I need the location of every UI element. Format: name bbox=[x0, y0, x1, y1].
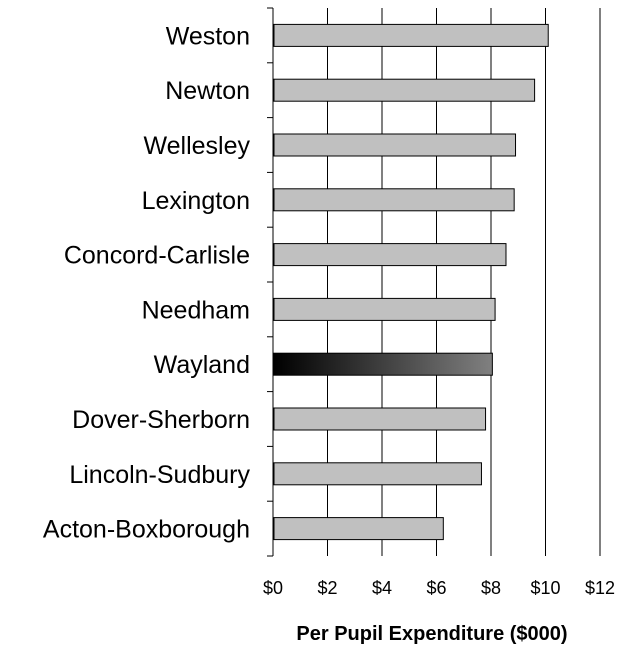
x-tick-label-1: $2 bbox=[317, 578, 337, 598]
category-label-needham: Needham bbox=[142, 296, 250, 324]
bar-dover-sherborn bbox=[273, 407, 487, 431]
bar-newton bbox=[273, 78, 536, 102]
category-label-newton: Newton bbox=[165, 77, 250, 105]
bars bbox=[273, 23, 549, 541]
category-label-wellesley: Wellesley bbox=[143, 132, 250, 160]
bar-wayland bbox=[273, 352, 493, 376]
tick-labels: $0 $2 $4 $6 $8 $10 $12 bbox=[263, 578, 615, 598]
bar-lincoln-sudbury bbox=[273, 462, 482, 486]
category-label-dover-sherborn: Dover-Sherborn bbox=[72, 406, 250, 434]
category-label-concord-carlisle: Concord-Carlisle bbox=[64, 242, 250, 270]
bar-needham bbox=[273, 297, 496, 321]
bar-lexington bbox=[273, 188, 515, 212]
x-axis-title: Per Pupil Expenditure ($000) bbox=[296, 623, 567, 645]
bar-acton-boxborough bbox=[273, 517, 444, 541]
category-label-wayland: Wayland bbox=[154, 351, 250, 379]
x-tick-label-5: $10 bbox=[530, 578, 560, 598]
x-tick-label-2: $4 bbox=[372, 578, 392, 598]
bar-weston bbox=[273, 23, 549, 47]
value-axis bbox=[267, 7, 274, 557]
x-tick-label-0: $0 bbox=[263, 578, 283, 598]
category-labels: Weston Newton Wellesley Lexington Concord-Ca… bbox=[43, 22, 251, 543]
category-label-acton-boxborough: Acton-Boxborough bbox=[43, 516, 250, 544]
bar-wellesley bbox=[273, 133, 517, 157]
category-label-lexington: Lexington bbox=[142, 187, 250, 215]
x-tick-label-6: $12 bbox=[585, 578, 615, 598]
category-label-weston: Weston bbox=[166, 22, 250, 50]
x-tick-label-3: $6 bbox=[426, 578, 446, 598]
bar-concord-carlisle bbox=[273, 243, 507, 267]
x-tick-label-4: $8 bbox=[481, 578, 501, 598]
category-label-lincoln-sudbury: Lincoln-Sudbury bbox=[69, 461, 250, 489]
